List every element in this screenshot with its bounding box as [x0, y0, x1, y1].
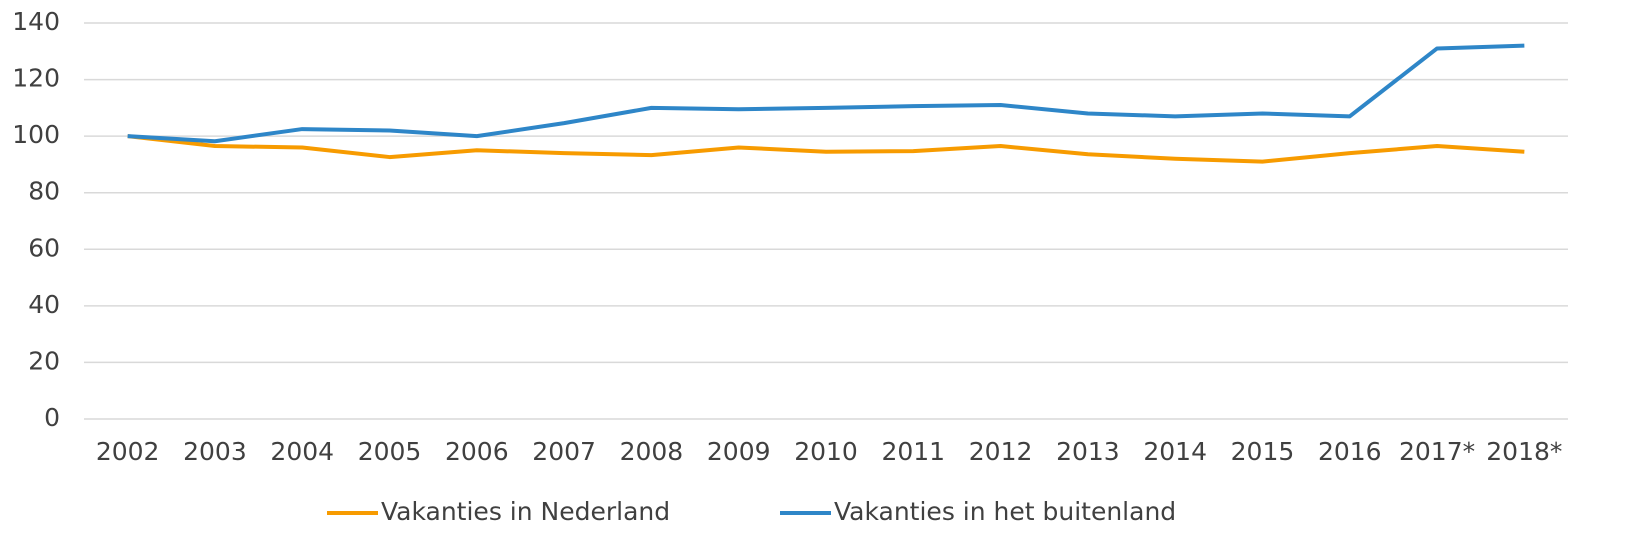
- y-tick-label: 20: [28, 346, 60, 375]
- x-tick-label: 2014: [1143, 437, 1207, 466]
- y-tick-label: 140: [12, 7, 60, 36]
- x-tick-label: 2011: [881, 437, 945, 466]
- x-tick-label: 2008: [620, 437, 684, 466]
- y-tick-label: 0: [44, 403, 60, 432]
- series-line: [127, 134, 1525, 164]
- y-tick-label: 120: [12, 64, 60, 93]
- x-tick-label: 2007: [532, 437, 596, 466]
- y-tick-label: 60: [28, 233, 60, 262]
- x-tick-label: 2005: [358, 437, 422, 466]
- x-tick-label: 2004: [270, 437, 334, 466]
- x-tick-label: 2009: [707, 437, 771, 466]
- x-tick-label: 2017*: [1399, 437, 1475, 466]
- x-tick-label: 2012: [969, 437, 1033, 466]
- x-tick-label: 2015: [1231, 437, 1295, 466]
- x-tick-label: 2006: [445, 437, 509, 466]
- y-tick-label: 80: [28, 177, 60, 206]
- x-tick-label: 2002: [96, 437, 160, 466]
- legend-label: Vakanties in Nederland: [381, 497, 670, 526]
- x-tick-label: 2013: [1056, 437, 1120, 466]
- x-tick-label: 2003: [183, 437, 247, 466]
- x-tick-label: 2010: [794, 437, 858, 466]
- legend-label: Vakanties in het buitenland: [834, 497, 1176, 526]
- x-tick-label: 2018*: [1486, 437, 1562, 466]
- y-tick-label: 100: [12, 120, 60, 149]
- series-line: [127, 43, 1525, 144]
- x-tick-label: 2016: [1318, 437, 1382, 466]
- y-tick-label: 40: [28, 290, 60, 319]
